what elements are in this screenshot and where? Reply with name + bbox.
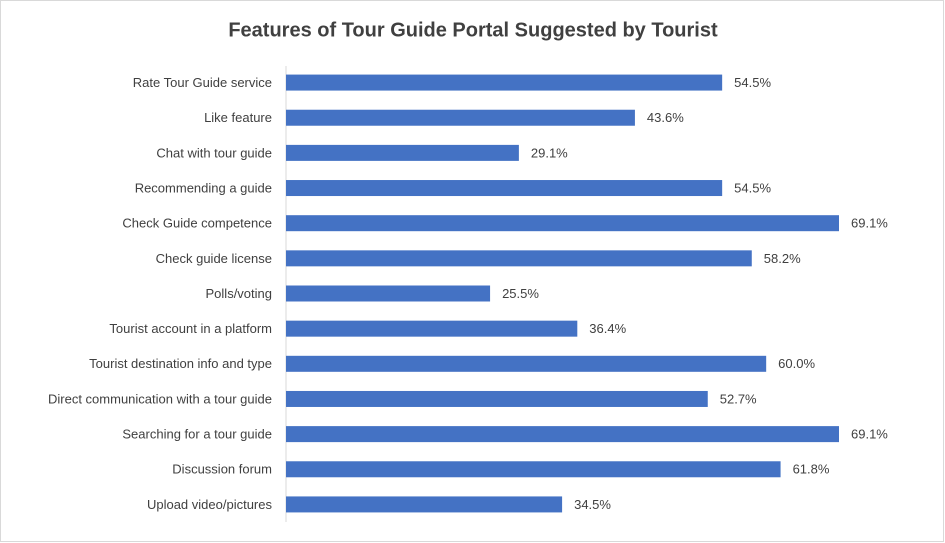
data-label: 25.5% [502,286,539,301]
y-tick-label: Polls/voting [206,286,272,301]
bar [286,496,563,513]
bar [286,215,839,232]
y-tick-label: Recommending a guide [135,180,272,195]
data-label: 54.5% [734,75,771,90]
y-tick-label: Check Guide competence [122,216,272,231]
y-tick-label: Discussion forum [172,462,272,477]
y-tick-label: Upload video/pictures [147,497,273,512]
data-label: 69.1% [851,216,888,231]
data-label: 54.5% [734,180,771,195]
bar [286,250,752,267]
y-tick-label: Tourist destination info and type [89,356,272,371]
bar [286,180,723,197]
data-label: 36.4% [589,321,626,336]
bar [286,461,781,478]
bar [286,144,519,161]
bar [286,390,708,407]
bar [286,285,491,302]
data-label: 34.5% [574,497,611,512]
y-tick-label: Like feature [204,110,272,125]
y-tick-label: Tourist account in a platform [109,321,272,336]
data-label: 60.0% [778,356,815,371]
data-label: 61.8% [793,462,830,477]
data-label: 58.2% [764,251,801,266]
bar [286,320,578,337]
y-tick-label: Direct communication with a tour guide [48,391,272,406]
y-tick-label: Searching for a tour guide [122,427,272,442]
y-tick-label: Check guide license [156,251,272,266]
y-tick-label: Chat with tour guide [156,145,272,160]
bar [286,426,839,443]
data-label: 43.6% [647,110,684,125]
y-tick-label: Rate Tour Guide service [133,75,272,90]
bar [286,74,723,91]
chart-title: Features of Tour Guide Portal Suggested … [228,19,718,41]
bar [286,109,635,126]
data-label: 52.7% [720,391,757,406]
data-label: 69.1% [851,427,888,442]
bar [286,355,767,372]
data-label: 29.1% [531,145,568,160]
